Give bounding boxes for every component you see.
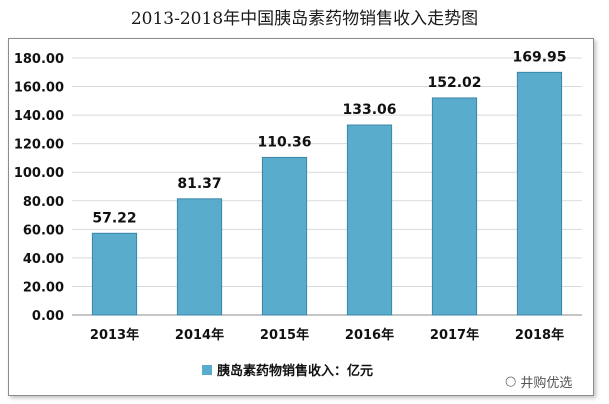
x-tick-label: 2018年 — [515, 327, 564, 343]
legend-swatch — [202, 365, 212, 375]
y-tick-label: 180.00 — [14, 52, 64, 67]
value-label: 152.02 — [427, 75, 481, 91]
legend-label: 胰岛素药物销售收入：亿元 — [217, 363, 373, 379]
chart-frame — [8, 38, 594, 396]
bar — [516, 71, 563, 316]
value-label: 57.22 — [92, 210, 136, 226]
legend: 胰岛素药物销售收入：亿元 — [202, 363, 373, 379]
gridlines — [72, 57, 582, 316]
watermark: ○ 井购优选 — [505, 372, 572, 391]
y-tick-label: 40.00 — [23, 252, 64, 267]
bar — [346, 124, 393, 316]
y-tick-label: 160.00 — [14, 81, 64, 96]
y-tick-label: 20.00 — [23, 280, 64, 295]
y-tick-label: 100.00 — [14, 166, 64, 181]
x-tick-label: 2017年 — [430, 327, 479, 343]
watermark-label: 井购优选 — [520, 376, 573, 391]
value-label: 133.06 — [342, 102, 396, 118]
bar — [91, 232, 138, 316]
value-label: 81.37 — [177, 176, 221, 192]
value-label: 110.36 — [257, 134, 311, 150]
x-tick-label: 2016年 — [345, 327, 394, 343]
wechat-icon: ○ — [505, 374, 517, 389]
y-tick-label: 80.00 — [23, 195, 64, 210]
x-tick-label: 2013年 — [90, 327, 139, 343]
x-tick-label: 2014年 — [175, 327, 224, 343]
x-axis-ticks: 2013年 2014年 2015年 2016年 2017年 2018年 — [90, 327, 564, 343]
bar — [431, 97, 478, 316]
data-labels: 57.22 81.37 110.36 133.06 152.02 169.95 — [92, 49, 566, 226]
value-label: 169.95 — [512, 49, 566, 65]
chart-title: 2013-2018年中国胰岛素药物销售收入走势图 — [130, 9, 479, 29]
bars — [91, 71, 563, 316]
y-axis-ticks: 0.00 20.00 40.00 60.00 80.00 100.00 120.00 140.… — [14, 52, 64, 324]
y-tick-label: 60.00 — [23, 223, 64, 238]
bar — [261, 156, 308, 316]
x-tick-label: 2015年 — [260, 327, 309, 343]
bar — [176, 198, 223, 316]
y-tick-label: 0.00 — [32, 309, 64, 324]
y-tick-label: 120.00 — [14, 138, 64, 153]
y-tick-label: 140.00 — [14, 109, 64, 124]
